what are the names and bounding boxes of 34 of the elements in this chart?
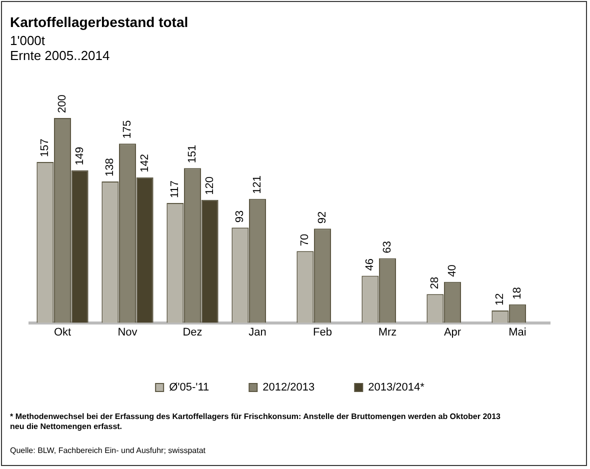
x-tick-label: Okt [54,326,72,338]
data-label: 138 [104,158,116,176]
data-label: 93 [234,210,246,223]
legend-label: 2013/2014* [368,382,426,394]
x-tick-label: Dez [182,326,202,338]
x-tick-label: Apr [444,326,462,338]
text: * Methodenwechsel bei der Erfassung des Kartoffellagers für Frischkonsum: Anstelle der Bruttomengen werden ab Oktober 2013 neu die Nettomengen erfasst. [10,412,502,432]
x-tick-label: Feb [313,326,332,338]
legend-label: 2012/2013 [262,382,315,394]
data-label: 46 [364,258,376,271]
data-label: 175 [122,120,134,139]
data-label: 40 [446,264,459,277]
chart-title: Kartoffellagerbestand total [10,14,188,30]
legend-label: Ø'05-'11 [169,382,210,394]
data-label: 120 [204,176,216,195]
x-tick-label: Mrz [378,326,397,338]
x-tick-label: Jan [248,326,266,338]
data-label: 142 [138,154,151,172]
data-label: 149 [74,146,86,166]
chart-subtitle: 1'000t Ernte 2005..2014 [10,33,110,63]
data-label: 117 [169,180,182,198]
x-tick-label: Mai [508,326,526,338]
data-label: 121 [252,176,264,194]
data-label: 157 [39,138,52,158]
data-label: 70 [299,234,312,246]
data-label: 12 [494,293,506,306]
data-label: 200 [56,94,69,113]
data-label: 151 [186,144,199,164]
data-label: 92 [316,211,329,224]
x-tick-label: Nov [118,326,138,338]
data-label: 63 [382,241,394,254]
data-label: 18 [512,287,524,300]
data-label: 28 [429,276,442,290]
source-note: Quelle: BLW, Fachbereich Ein- und Ausfuhr; swisspatat [10,446,206,455]
